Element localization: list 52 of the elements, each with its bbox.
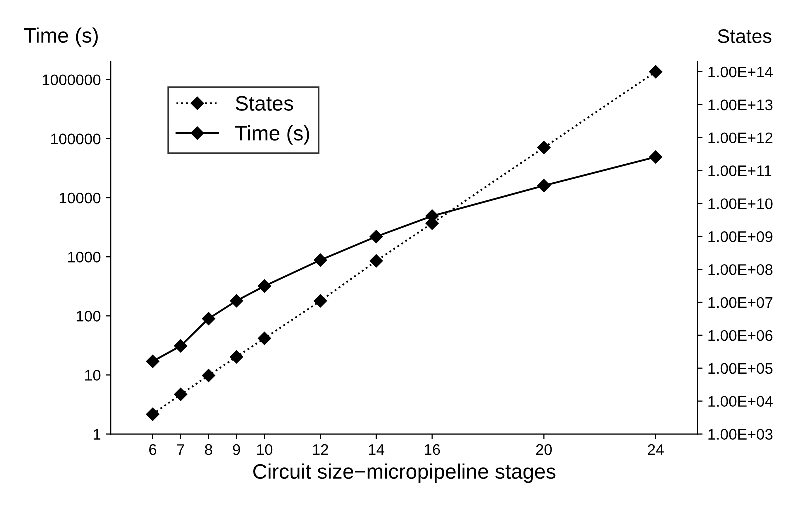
x-tick-label: 14 xyxy=(369,444,385,456)
point xyxy=(314,254,328,267)
x-tick-label: 16 xyxy=(425,444,440,456)
y-tick-label: 1.00E+08 xyxy=(708,264,773,276)
point xyxy=(174,340,188,353)
x-tick-label: 8 xyxy=(205,444,212,456)
y-tick-label: 100000 xyxy=(51,134,101,145)
y-tick-label: 1.00E+03 xyxy=(708,429,773,440)
y-axis-title: States xyxy=(718,30,772,44)
y-tick-label: 1 xyxy=(94,429,101,440)
y-tick-label: 1.00E+05 xyxy=(708,363,773,374)
y-tick-label: 1.00E+10 xyxy=(708,198,773,210)
y-tick-label: 10 xyxy=(85,370,101,381)
point xyxy=(538,179,551,193)
point xyxy=(370,254,384,268)
y-tick-label: 1000000 xyxy=(42,74,101,86)
x-tick-label: 6 xyxy=(149,444,157,456)
point xyxy=(230,350,244,364)
x-tick-label: 7 xyxy=(177,444,184,456)
x-tick-label: 9 xyxy=(233,444,240,456)
y-tick-label: 1.00E+09 xyxy=(708,232,773,242)
x-tick-label: 20 xyxy=(536,444,552,456)
point xyxy=(370,230,384,244)
point xyxy=(202,369,216,382)
y-tick-label: 1.00E+07 xyxy=(708,297,773,308)
point xyxy=(174,388,188,402)
point xyxy=(258,280,272,293)
point xyxy=(314,294,328,308)
y-tick-label: 1.00E+14 xyxy=(708,66,773,78)
y-tick-label: 1.00E+11 xyxy=(708,166,772,176)
point xyxy=(230,294,244,308)
point xyxy=(538,141,551,154)
point xyxy=(649,65,663,79)
point xyxy=(649,150,663,164)
point xyxy=(146,355,160,368)
y-tick-label: 1.00E+04 xyxy=(708,396,773,408)
x-tick-label: 10 xyxy=(257,444,273,456)
point xyxy=(202,312,216,326)
y-tick-label: 1.00E+13 xyxy=(708,100,773,111)
x-tick-label: 12 xyxy=(313,444,328,456)
x-tick-label: 24 xyxy=(648,444,664,456)
point xyxy=(146,408,160,422)
legend-label: Time (s) xyxy=(236,126,310,145)
x-axis-title: Circuit size−micropipeline stages xyxy=(254,464,556,484)
y-tick-label: 1.00E+12 xyxy=(708,132,773,144)
y-axis-title: Time (s) xyxy=(24,28,98,48)
point xyxy=(258,332,272,346)
y-tick-label: 1.00E+06 xyxy=(708,330,773,342)
y-tick-label: 10000 xyxy=(60,192,101,204)
y-tick-label: 1000 xyxy=(68,252,101,263)
legend-label: States xyxy=(236,96,294,111)
y-tick-label: 100 xyxy=(76,310,101,322)
